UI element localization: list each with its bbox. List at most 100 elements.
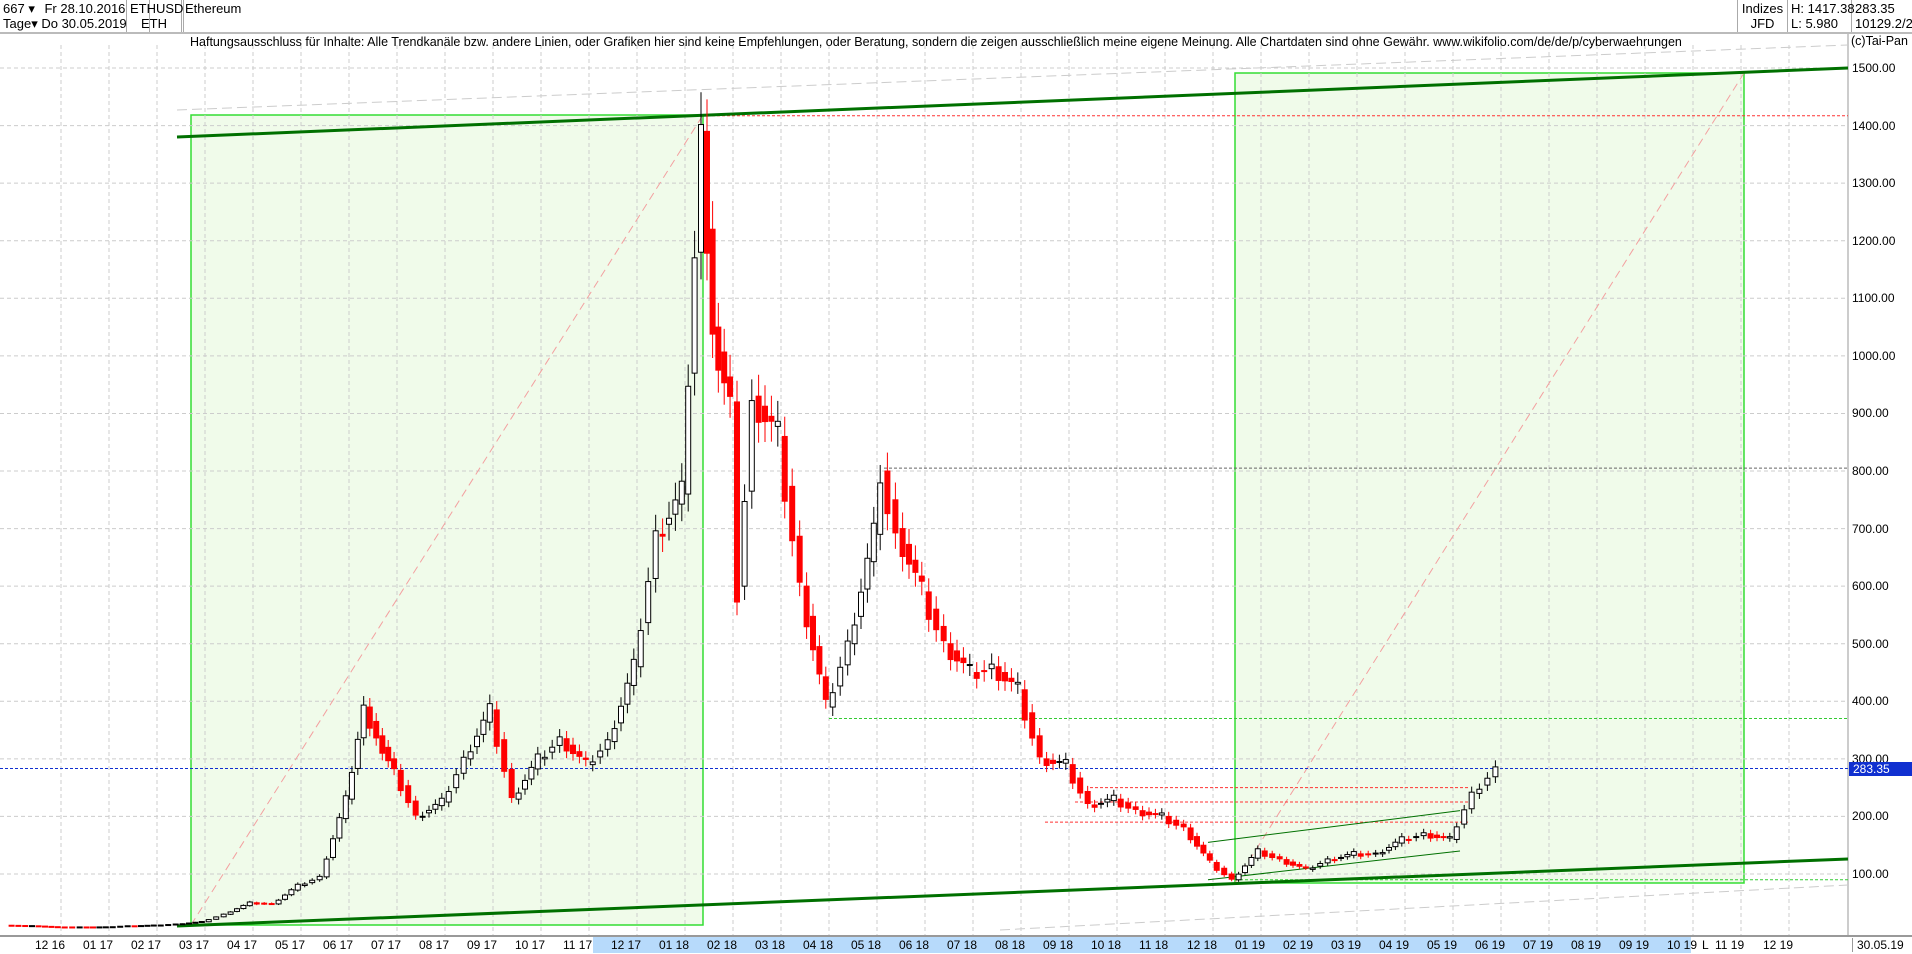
candle	[796, 535, 803, 583]
candle	[1261, 850, 1268, 857]
candle	[1476, 788, 1483, 794]
candle	[1056, 760, 1063, 763]
candle	[947, 643, 954, 661]
x-tick-label: 12 16	[35, 938, 66, 952]
candle	[1446, 836, 1453, 839]
candle	[102, 926, 109, 929]
candle	[768, 415, 775, 422]
guide-line	[176, 44, 1849, 111]
candle	[1453, 826, 1460, 840]
candle	[906, 543, 912, 565]
candle	[630, 658, 637, 686]
candle	[1296, 864, 1303, 867]
candle	[165, 924, 172, 927]
candle	[220, 913, 227, 918]
candle	[288, 889, 295, 896]
candle	[597, 750, 604, 758]
candle	[405, 785, 412, 804]
candle	[652, 530, 659, 579]
x-tick-label: 11 19	[1715, 938, 1745, 952]
candle	[1221, 867, 1228, 876]
candle	[1379, 852, 1386, 855]
candle	[570, 744, 576, 755]
candle	[541, 756, 548, 760]
x-tick-label: 10 19	[1667, 938, 1698, 952]
candle	[172, 923, 179, 926]
candle	[870, 522, 877, 563]
candle	[42, 925, 48, 928]
candle	[275, 899, 282, 905]
candle	[366, 706, 373, 729]
upper-trendline	[176, 66, 1849, 139]
candle	[1098, 802, 1104, 805]
candle	[954, 650, 960, 662]
candle	[618, 705, 624, 724]
y-tick-label: 800.00	[1852, 464, 1889, 478]
candle	[486, 703, 493, 723]
candle	[803, 585, 810, 628]
candle	[348, 771, 355, 800]
x-tick-label: 02 19	[1283, 938, 1314, 952]
x-tick-label: 12 19	[1763, 938, 1794, 952]
candle	[1302, 866, 1309, 869]
candle	[1386, 846, 1392, 851]
instrument-name: Ethereum	[182, 0, 1738, 32]
candle	[1173, 819, 1180, 826]
candle	[301, 883, 308, 887]
candle	[1194, 836, 1200, 847]
candle	[426, 809, 432, 814]
candle	[432, 803, 439, 810]
time-axis[interactable]: L 30.05.19 12 16 01 17 02 17 03 17 04 17 05 1…	[0, 935, 1912, 954]
candle	[721, 351, 728, 384]
candle	[762, 405, 768, 423]
diagonal-line	[190, 114, 704, 926]
candle	[1357, 853, 1364, 857]
candle	[54, 926, 61, 929]
candle	[1152, 813, 1159, 816]
candle	[309, 879, 316, 884]
candle	[493, 709, 500, 747]
x-tick-label: 07 19	[1523, 938, 1554, 952]
bar-count[interactable]: 667	[3, 1, 25, 16]
candle	[1036, 735, 1043, 758]
x-tick-label: 10 18	[1091, 938, 1122, 952]
candle	[988, 663, 995, 670]
candle	[234, 908, 240, 912]
candle	[589, 761, 596, 766]
channel-line	[1207, 810, 1461, 843]
candle	[354, 738, 361, 769]
candle	[1372, 852, 1379, 855]
candle	[781, 435, 788, 502]
candle	[1139, 810, 1146, 817]
candle	[131, 925, 138, 928]
candle	[186, 922, 192, 925]
candle	[816, 646, 823, 675]
y-tick-label: 200.00	[1852, 809, 1889, 824]
candle	[501, 739, 508, 772]
candle	[342, 795, 349, 820]
candle	[1290, 861, 1296, 866]
candle	[611, 728, 618, 743]
disclaimer-text: Haftungsausschluss für Inhalte: Alle Tre…	[190, 35, 1682, 49]
range-selector[interactable]: 667 ▾ Fr 28.10.2016 Tage▾ Do 30.05.2019	[0, 0, 150, 32]
scale-mode-toggle[interactable]: L	[1702, 938, 1709, 952]
candle	[205, 919, 212, 923]
x-tick-label: 03 17	[179, 938, 210, 952]
candle	[453, 774, 460, 789]
candle	[227, 911, 234, 915]
candle	[1420, 832, 1427, 837]
candle	[858, 591, 864, 617]
candle	[1398, 836, 1405, 844]
candle	[438, 797, 445, 807]
candle	[282, 894, 288, 900]
candle	[1365, 853, 1372, 856]
candle	[213, 916, 220, 920]
period-select[interactable]: Tage	[3, 16, 32, 31]
candle	[1248, 857, 1255, 866]
candle	[892, 499, 899, 534]
x-tick-label: 09 18	[1043, 938, 1074, 952]
candle	[1309, 867, 1316, 870]
candle	[1427, 833, 1434, 839]
candle	[1021, 689, 1028, 721]
